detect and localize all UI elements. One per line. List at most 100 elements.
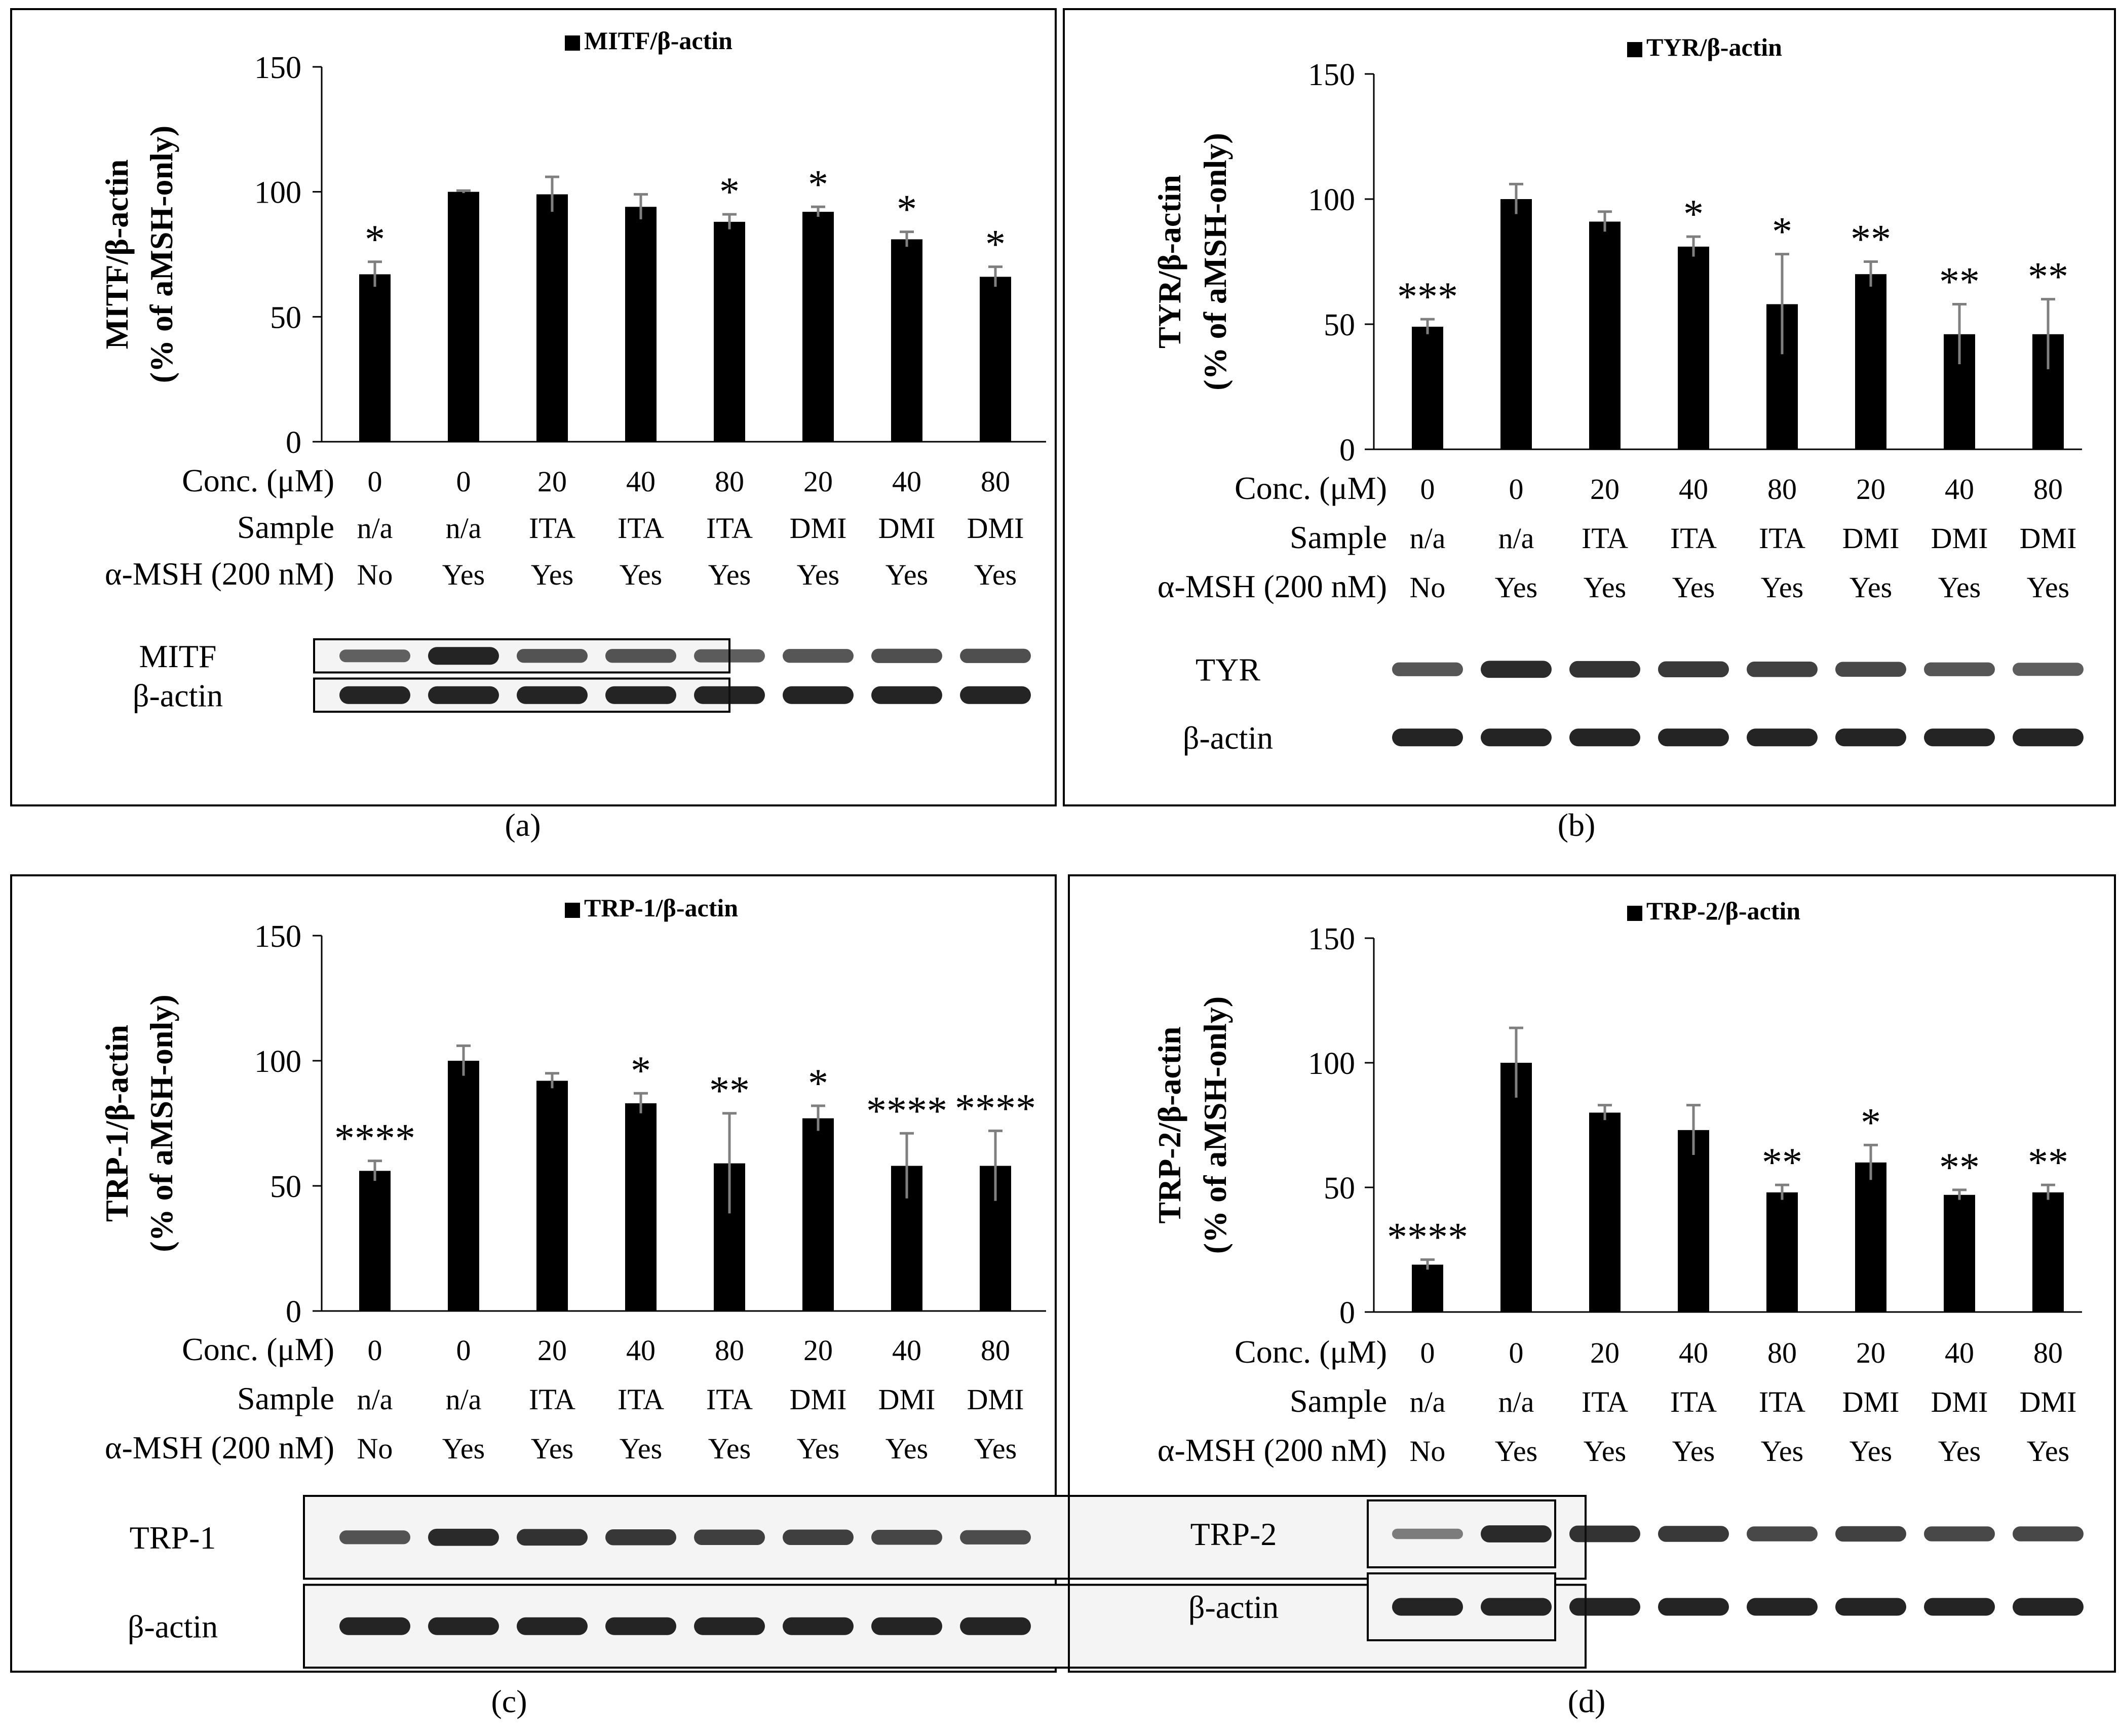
blot-band [871,1617,942,1635]
row-value: ITA [1582,522,1628,555]
blot-band [694,649,765,663]
row-value: ITA [706,1383,753,1416]
blot-actin: β-actin [1188,1572,2084,1641]
row-value: 80 [1767,473,1797,506]
row-value: ITA [1582,1385,1628,1418]
blot-band [960,1617,1031,1635]
panel-label: (b) [1558,807,1596,843]
bar [1500,199,1532,449]
legend-swatch [565,903,580,918]
row-label: Sample [237,509,334,545]
blot-band [1481,1598,1552,1616]
bar [1589,221,1621,449]
row-value: 0 [456,1334,471,1367]
row-value: Yes [1672,571,1715,604]
significance-mark: **** [1387,1215,1468,1260]
blot-band [1835,1598,1906,1616]
significance-mark: **** [334,1116,415,1161]
row-value: Yes [885,1432,928,1465]
y-tick-label: 50 [270,1170,301,1204]
row-label: Conc. (μM) [182,1331,334,1367]
y-tick-label: 50 [270,300,301,335]
row-label: Sample [1290,519,1387,555]
blot-band [1569,1598,1640,1616]
blot-band [1658,1598,1729,1616]
blot-band [339,1617,410,1635]
panel-frame [1063,8,2116,806]
blot-band [783,649,854,663]
row-value: Yes [974,558,1017,591]
bar [2032,1192,2064,1312]
blot-band [783,1529,854,1545]
row-value: 20 [537,465,567,498]
row-value: Yes [1761,571,1803,604]
row-value: 0 [1509,473,1524,506]
blot-band [783,1617,854,1635]
y-axis-title: TYR/β-actin [1151,175,1187,349]
blot-band [2013,1598,2084,1616]
blot-band [1569,1525,1640,1542]
row-value: Yes [797,1432,839,1465]
row-value: Yes [1761,1435,1803,1468]
significance-mark: * [1861,1100,1881,1145]
bar [1678,246,1709,449]
bar [448,191,479,442]
blot-label: TRP-1 [130,1520,216,1556]
significance-mark: ** [1939,1145,1980,1190]
row-value: 80 [715,1334,744,1367]
blot-band [605,1617,676,1635]
row-value: Yes [442,558,485,591]
row-value: n/a [1498,1385,1534,1418]
panel-label: (c) [491,1683,527,1719]
row-value: 20 [1856,1336,1885,1369]
row-value: Yes [1495,1435,1537,1468]
row-value: 0 [1509,1336,1524,1369]
row-label: α-MSH (200 nM) [105,1430,334,1465]
y-axis-subtitle: (% of aMSH-only) [1197,996,1233,1254]
row-value: 40 [1945,473,1974,506]
row-value: ITA [1670,522,1717,555]
blot-band [1392,662,1463,676]
row-value: Yes [442,1432,485,1465]
row-value: 20 [1590,473,1620,506]
blot-label: β-actin [1183,720,1273,756]
y-tick-label: 100 [254,176,301,210]
row-value: DMI [1842,522,1900,555]
row-value: 40 [1945,1336,1974,1369]
blot-band [1835,728,1906,747]
y-axis-title: TRP-1/β-actin [99,1025,135,1222]
row-value: Yes [1938,1435,1981,1468]
row-value: Yes [1850,571,1892,604]
panel-label: (a) [505,807,541,843]
row-value: No [357,1432,393,1465]
row-value: ITA [1670,1385,1717,1418]
blot-band [1569,661,1640,678]
bar [359,1171,391,1311]
legend-swatch [1627,906,1642,921]
blot-band [2013,1526,2084,1541]
y-axis-title: TRP-2/β-actin [1151,1026,1187,1223]
blot-band [1392,1598,1463,1616]
blot-band [339,686,410,704]
blot-band [2013,663,2084,676]
y-axis-subtitle: (% of aMSH-only) [143,126,179,383]
row-value: ITA [529,512,575,545]
bar [1412,1264,1443,1312]
bar [1678,1130,1709,1312]
blot-band [871,648,942,663]
row-value: 80 [981,465,1010,498]
row-value: Yes [1850,1435,1892,1468]
blot-band [428,686,499,704]
blot-band [1835,1526,1906,1542]
row-value: 0 [456,465,471,498]
y-tick-label: 100 [1308,1047,1355,1081]
row-value: 40 [626,1334,656,1367]
row-value: ITA [529,1383,575,1416]
legend-label: TYR/β-actin [1646,33,1782,61]
legend-label: TRP-2/β-actin [1646,897,1800,925]
blot-actin: β-actin [133,677,1031,713]
legend-swatch [1627,42,1642,57]
row-value: 80 [2033,1336,2063,1369]
row-value: DMI [790,1383,847,1416]
